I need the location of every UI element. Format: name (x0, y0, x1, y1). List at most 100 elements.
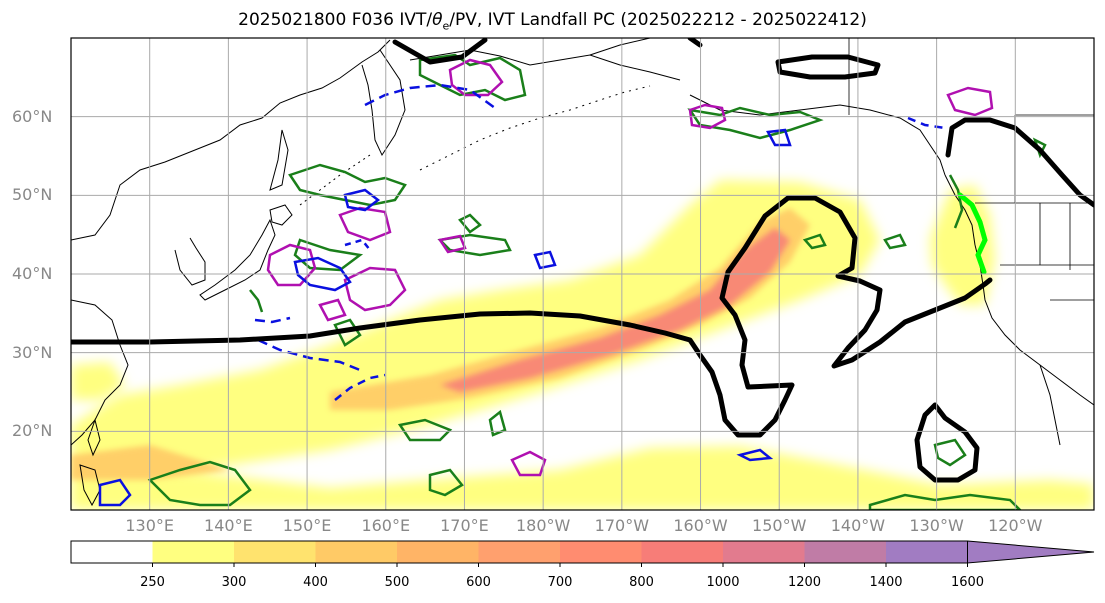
magenta-contour-9 (318, 298, 347, 322)
us-west-coast (974, 244, 1094, 406)
colorbar-tick-label: 250 (140, 575, 165, 590)
colorbar-tick-label: 1000 (706, 575, 740, 590)
colorbar-segment (234, 541, 316, 563)
green-contour-se (868, 493, 1022, 510)
latitude-label: 50°N (12, 185, 53, 205)
blue-contour-dashed-1 (257, 338, 361, 372)
colorbar-segment (886, 541, 968, 563)
colorbar-segment (723, 541, 805, 563)
blue-contour-1 (293, 256, 352, 292)
landfall-line (957, 192, 988, 275)
green-contour-jsea-3 (333, 318, 362, 347)
ivt-south-500 (71, 445, 230, 480)
longitude-label: 180°W (515, 516, 571, 535)
green-contour-cascadia (948, 174, 964, 229)
china-coast (71, 299, 129, 446)
blue-contour-6 (736, 448, 774, 462)
colorbar-tick-label: 500 (384, 575, 410, 590)
us-states (1000, 203, 1094, 301)
colorbar-extend-arrow (967, 540, 1095, 564)
ivt-shading (71, 180, 1094, 510)
colorbar-segment (641, 541, 724, 563)
gridlines (71, 38, 1094, 510)
colorbar (70, 540, 1095, 567)
blue-contour-dashed-2 (254, 316, 291, 324)
baja-coast (1039, 364, 1061, 446)
green-contour-sw-2 (428, 468, 464, 497)
kuril-islands (299, 154, 371, 206)
magenta-contour-4 (448, 58, 504, 97)
longitude-label: 140°E (204, 516, 253, 535)
longitude-label: 170°E (440, 516, 489, 535)
alaska-coast (589, 38, 946, 176)
colorbar-segment (71, 541, 153, 563)
japan-honshu (199, 218, 276, 301)
colorbar-tick-label: 700 (547, 575, 573, 590)
ivt-southern-band (71, 446, 1094, 510)
map-area (71, 38, 1094, 510)
korea-coast (174, 237, 206, 286)
blue-contour-dashed-4 (334, 373, 386, 401)
green-contour-south (397, 418, 453, 442)
colorbar-outline (70, 540, 968, 564)
longitude-label: 150°E (282, 516, 332, 535)
ivt-plume-core (440, 228, 790, 392)
longitude-label: 130°E (125, 516, 175, 535)
black-contour-main (71, 195, 993, 438)
magenta-contour-2 (343, 266, 407, 312)
blue-contour-4 (98, 478, 132, 507)
longitude-label: 130°W (909, 516, 964, 535)
taiwan (87, 418, 101, 457)
longitude-label: 160°W (673, 516, 728, 535)
colorbar-tick-label: 600 (466, 575, 491, 590)
colorbar-tick-label: 400 (303, 575, 328, 590)
magenta-contour-6 (946, 86, 994, 117)
japan-hokkaido (269, 204, 293, 226)
green-contour-central (437, 233, 512, 257)
latitude-label: 20°N (12, 421, 53, 441)
blue-contour-dashed-3 (364, 83, 496, 110)
colorbar-segment (152, 541, 235, 563)
colorbar-tick-label: 300 (221, 575, 247, 590)
green-contour-central-2 (458, 213, 482, 234)
latitude-label: 60°N (12, 106, 53, 126)
coastlines (71, 38, 1094, 507)
green-contour-east-2 (883, 233, 907, 250)
latitude-label: 40°N (12, 264, 53, 283)
latitude-label: 30°N (12, 342, 53, 362)
longitude-label: 140°W (830, 516, 886, 535)
blue-contour-dashed-5 (907, 116, 946, 130)
philippines (79, 464, 101, 507)
colorbar-segment (804, 541, 887, 563)
colorbar-segment (478, 541, 561, 563)
colorbar-segment (397, 541, 479, 563)
green-contour-sw-3 (249, 289, 264, 313)
green-contour-japan-sea (288, 163, 407, 207)
ivt-west-blob (71, 362, 125, 400)
green-contour-hawaii (933, 438, 967, 467)
longitude-label: 170°W (594, 516, 650, 535)
aleutians (419, 85, 651, 171)
ivt-plume-250 (71, 180, 880, 475)
blue-contour-dashed-6 (344, 238, 371, 251)
green-contour-east (802, 233, 827, 250)
longitude-label: 150°W (752, 516, 807, 535)
magenta-contour-5 (688, 103, 727, 130)
black-contour-closed-1 (775, 54, 881, 80)
blue-contour-2 (343, 188, 381, 212)
green-contour-southwest (147, 460, 252, 507)
bc-coast (944, 174, 976, 246)
blue-contour-3 (533, 250, 557, 270)
colorbar-tick-label: 1600 (950, 575, 985, 590)
colorbar-tick-label: 1400 (869, 575, 903, 590)
black-contour-top-2 (687, 38, 703, 48)
magenta-contour-7 (510, 450, 547, 477)
green-contour-ne-pac (687, 106, 824, 140)
colorbar-segment (560, 541, 642, 563)
sakhalin (269, 129, 289, 191)
colorbar-tick-label: 800 (629, 575, 654, 590)
green-contour-south-2 (488, 409, 507, 437)
longitude-label: 120°W (988, 516, 1043, 535)
colorbar-segment (315, 541, 398, 563)
